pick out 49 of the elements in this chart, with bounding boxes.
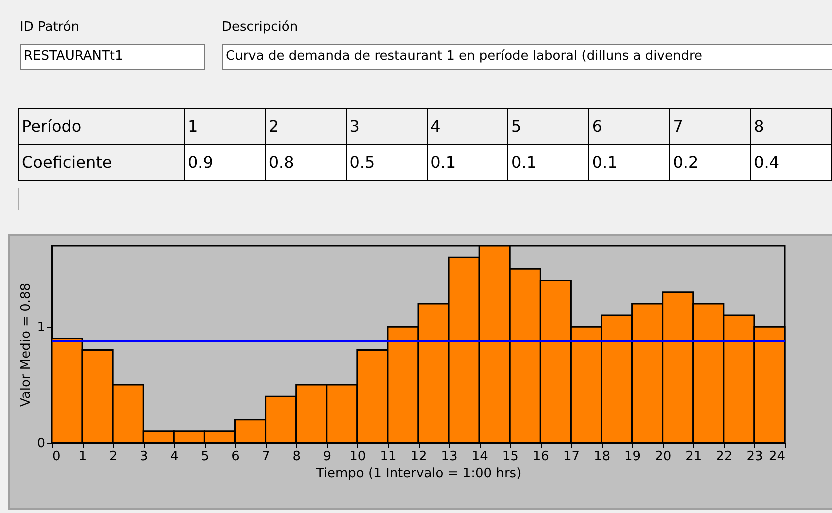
text: Curva de demanda de restaurant 1 en període laboral (dilluns a divendre: [222, 44, 832, 70]
x-tick-label: 20: [655, 450, 672, 464]
x-tick-label: 11: [380, 450, 397, 464]
x-tick-label: 18: [594, 450, 611, 464]
x-tick-label: 2: [109, 450, 118, 464]
x-tick-label: 10: [350, 450, 366, 464]
x-tick-label: 22: [716, 450, 733, 464]
x-tick-label: 7: [262, 450, 270, 464]
x-tick-label: 13: [441, 450, 458, 464]
text: 7: [670, 108, 751, 144]
text: 0.9: [184, 144, 266, 180]
x-tick-label: 16: [532, 450, 550, 464]
x-tick-label: 15: [502, 450, 519, 464]
x-tick-label: 9: [323, 450, 332, 464]
text: 3: [346, 108, 428, 144]
text: 0.1: [508, 144, 589, 180]
x-tick-label: 21: [686, 450, 702, 464]
text: 5: [508, 108, 589, 144]
text: Descripción: [222, 20, 298, 35]
x-tick-label: 14: [472, 450, 488, 464]
text: 2: [265, 108, 346, 144]
x-tick-label: 0: [52, 450, 61, 464]
x-tick-label: 8: [292, 450, 301, 464]
x-tick-label: 6: [232, 450, 240, 464]
x-tick-label: 12: [410, 450, 428, 464]
x-tick-label: 4: [170, 450, 179, 464]
text: 6: [588, 108, 670, 144]
x-tick-label: 19: [624, 450, 642, 464]
text: 0.2: [670, 144, 751, 180]
x-tick-label: 23: [746, 450, 764, 464]
text: 4: [427, 108, 508, 144]
text: Coeficiente: [18, 144, 184, 180]
text: 0.5: [346, 144, 428, 180]
y-axis-title: Valor Medio = 0.88: [19, 282, 34, 408]
x-tick-label: 1: [78, 450, 88, 464]
text: Período: [18, 108, 184, 144]
text: ID Patrón: [20, 20, 80, 35]
text: 0.1: [588, 144, 670, 180]
text: 0.1: [427, 144, 508, 180]
x-axis-title: Tiempo (1 Intervalo = 1:00 hrs): [315, 466, 522, 482]
text: RESTAURANTt1: [20, 44, 205, 70]
x-tick-label: 5: [201, 450, 210, 464]
text: 0.4: [750, 144, 832, 180]
text: 8: [750, 108, 832, 144]
text: 0.8: [265, 144, 346, 180]
x-tick-label: 17: [563, 450, 580, 464]
x-tick-label: 24: [768, 450, 786, 464]
text: 1: [184, 108, 266, 144]
x-tick-label: 3: [140, 450, 148, 464]
